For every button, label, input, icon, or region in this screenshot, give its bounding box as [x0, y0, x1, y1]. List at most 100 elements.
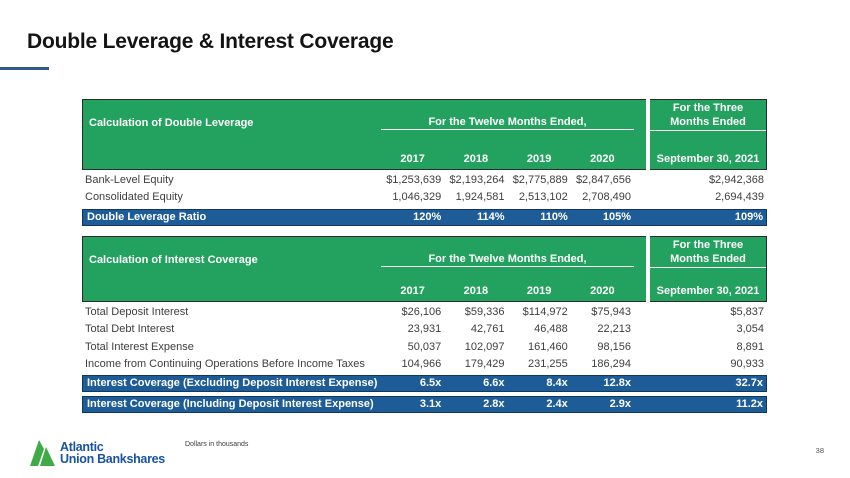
- table-body: Total Deposit Interest $26,106 $59,336 $…: [82, 302, 767, 373]
- table-caption: Calculation of Double Leverage: [89, 117, 254, 129]
- twelve-months-group-header: For the Twelve Months Ended,: [381, 100, 634, 130]
- title-accent-bar: [0, 67, 49, 70]
- three-months-label-line1: For the Three: [672, 102, 744, 114]
- table-row: Bank-Level Equity $1,253,639 $2,193,264 …: [82, 172, 767, 189]
- twelve-months-group-header: For the Twelve Months Ended,: [381, 237, 634, 267]
- double-leverage-table-header: Calculation of Double Leverage For the T…: [82, 99, 767, 170]
- interest-coverage-table-header: Calculation of Interest Coverage For the…: [82, 236, 767, 302]
- table-row: Income from Continuing Operations Before…: [82, 356, 767, 373]
- mountain-logo-icon: [30, 438, 57, 467]
- twelve-months-label: For the Twelve Months Ended,: [381, 237, 634, 267]
- logo-line2: Union Bankshares: [60, 451, 165, 466]
- column-spacer: [634, 304, 646, 321]
- cell-value: 8.4x: [546, 377, 568, 390]
- cell-value: 2.9x: [609, 398, 631, 411]
- cell-value: 98,156: [597, 340, 631, 353]
- three-months-group-header: For the Three Months Ended: [650, 100, 766, 131]
- cell-value: 23,931: [407, 323, 442, 336]
- cell-value: 11.2x: [736, 398, 763, 411]
- logo-line1: Atlantic: [60, 440, 104, 454]
- cell-value: 105%: [602, 210, 631, 223]
- cell-value: 32.7x: [735, 377, 763, 390]
- cell-value: 231,255: [527, 357, 568, 370]
- cell-value: 2,694,439: [715, 191, 764, 204]
- year-column-headers: 2017 2018 2019 2020: [381, 153, 634, 165]
- cell-value: $1,253,639: [386, 174, 442, 186]
- column-spacer: [634, 189, 646, 206]
- company-logo: Atlantic Union Bankshares: [30, 438, 165, 467]
- year-column-headers: 2017 2018 2019 2020: [381, 285, 634, 297]
- year-header: 2017: [400, 285, 425, 297]
- header-column-gap: [646, 236, 650, 302]
- double-leverage-ratio-row: Double Leverage Ratio 120% 114% 110% 105…: [82, 208, 767, 226]
- row-label: Income from Continuing Operations Before…: [85, 357, 365, 370]
- current-period-header: September 30, 2021: [656, 285, 760, 297]
- header-column-gap: [646, 99, 650, 170]
- row-label: Total Debt Interest: [85, 323, 175, 336]
- footnote: Dollars in thousands: [185, 441, 249, 448]
- row-label: Double Leverage Ratio: [87, 210, 207, 223]
- page-title: Double Leverage & Interest Coverage: [27, 30, 394, 53]
- table-row: Consolidated Equity 1,046,329 1,924,581 …: [82, 189, 767, 206]
- three-months-label-line1: For the Three: [672, 239, 744, 251]
- row-label: Consolidated Equity: [85, 191, 183, 204]
- cell-value: 1,046,329: [392, 191, 442, 204]
- cell-value: 6.5x: [419, 377, 442, 390]
- interest-coverage-including-row: Interest Coverage (Including Deposit Int…: [82, 396, 767, 414]
- year-header: 2017: [400, 153, 425, 165]
- row-label: Total Deposit Interest: [85, 306, 189, 318]
- cell-value: 42,761: [470, 323, 505, 336]
- row-label: Total Interest Expense: [85, 340, 194, 353]
- cell-value: 104,966: [401, 357, 442, 370]
- cell-value: 1,924,581: [455, 191, 505, 204]
- cell-value: 46,488: [534, 323, 568, 336]
- interest-coverage-table: Calculation of Interest Coverage For the…: [82, 236, 767, 414]
- column-spacer: [634, 356, 646, 373]
- cell-value: 120%: [413, 210, 442, 223]
- cell-value: 186,294: [591, 357, 631, 370]
- cell-value: 50,037: [407, 340, 442, 353]
- cell-value: 2.8x: [483, 398, 505, 411]
- table-body: Bank-Level Equity $1,253,639 $2,193,264 …: [82, 170, 767, 207]
- cell-value: 179,429: [464, 357, 505, 370]
- column-spacer: [634, 397, 646, 412]
- cell-value: $59,336: [464, 306, 505, 318]
- cell-value: $5,837: [730, 306, 764, 318]
- three-months-group-header: For the Three Months Ended: [650, 237, 766, 268]
- table-caption: Calculation of Interest Coverage: [89, 254, 258, 266]
- cell-value: $114,972: [522, 306, 568, 318]
- cell-value: $26,106: [401, 306, 442, 318]
- cell-value: 3.1x: [419, 398, 442, 411]
- cell-value: 102,097: [464, 340, 505, 353]
- column-spacer: [634, 339, 646, 356]
- cell-value: 2,513,102: [518, 191, 568, 204]
- double-leverage-table: Calculation of Double Leverage For the T…: [82, 99, 767, 226]
- table-row: Total Debt Interest 23,931 42,761 46,488…: [82, 321, 767, 338]
- column-spacer: [634, 321, 646, 338]
- year-header: 2020: [590, 153, 615, 165]
- cell-value: 110%: [540, 210, 568, 223]
- company-logo-text: Atlantic Union Bankshares: [60, 438, 165, 465]
- page-number: 38: [815, 446, 824, 455]
- cell-value: 109%: [734, 210, 763, 223]
- three-months-label-line2: Months Ended: [670, 116, 746, 128]
- cell-value: 2.4x: [546, 398, 568, 411]
- year-header: 2019: [526, 153, 552, 165]
- year-header: 2018: [463, 153, 489, 165]
- table-row: Total Deposit Interest $26,106 $59,336 $…: [82, 304, 767, 321]
- interest-coverage-excluding-row: Interest Coverage (Excluding Deposit Int…: [82, 375, 767, 393]
- cell-value: 6.6x: [483, 377, 505, 390]
- row-label: Bank-Level Equity: [85, 174, 174, 186]
- cell-value: 22,213: [597, 323, 631, 336]
- cell-value: 3,054: [736, 323, 764, 336]
- cell-value: $2,847,656: [575, 174, 631, 186]
- column-spacer: [634, 376, 646, 391]
- twelve-months-label: For the Twelve Months Ended,: [381, 100, 634, 130]
- column-spacer: [634, 172, 646, 189]
- year-header: 2018: [463, 285, 489, 297]
- table-row: Total Interest Expense 50,037 102,097 16…: [82, 339, 767, 356]
- cell-value: $2,775,889: [512, 174, 568, 186]
- column-spacer: [634, 210, 646, 225]
- cell-value: $75,943: [591, 306, 631, 318]
